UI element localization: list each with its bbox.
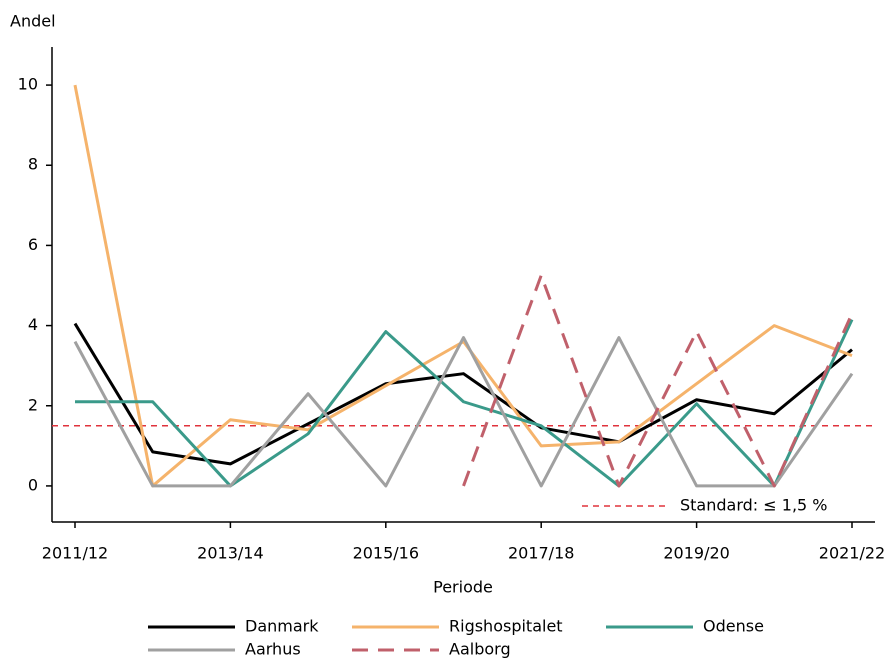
y-tick-label: 0 xyxy=(28,475,38,494)
x-tick-label: 2011/12 xyxy=(42,544,108,563)
y-tick-label: 4 xyxy=(28,315,38,334)
series-line xyxy=(462,273,854,488)
x-tick-label: 2019/20 xyxy=(663,544,729,563)
series-line xyxy=(75,318,854,488)
series-line xyxy=(73,84,853,488)
x-axis-label: Periode xyxy=(433,578,493,597)
y-tick-label: 8 xyxy=(28,155,38,174)
legend-label: Aarhus xyxy=(245,640,301,659)
y-tick-label: 2 xyxy=(28,395,38,414)
x-tick-label: 2017/18 xyxy=(508,544,574,563)
legend-label: Rigshospitalet xyxy=(449,617,563,636)
x-tick-label: 2013/14 xyxy=(197,544,263,563)
legend-label: Aalborg xyxy=(449,640,511,659)
legend-label: Odense xyxy=(703,617,764,636)
x-tick-label: 2015/16 xyxy=(353,544,419,563)
x-tick-label: 2021/22 xyxy=(819,544,885,563)
series-line xyxy=(73,336,854,488)
y-tick-label: 6 xyxy=(28,235,38,254)
legend-label: Danmark xyxy=(245,617,319,636)
y-tick-label: 10 xyxy=(18,75,38,94)
y-axis-label: Andel xyxy=(10,12,56,31)
reference-label: Standard: ≤ 1,5 % xyxy=(680,496,828,515)
